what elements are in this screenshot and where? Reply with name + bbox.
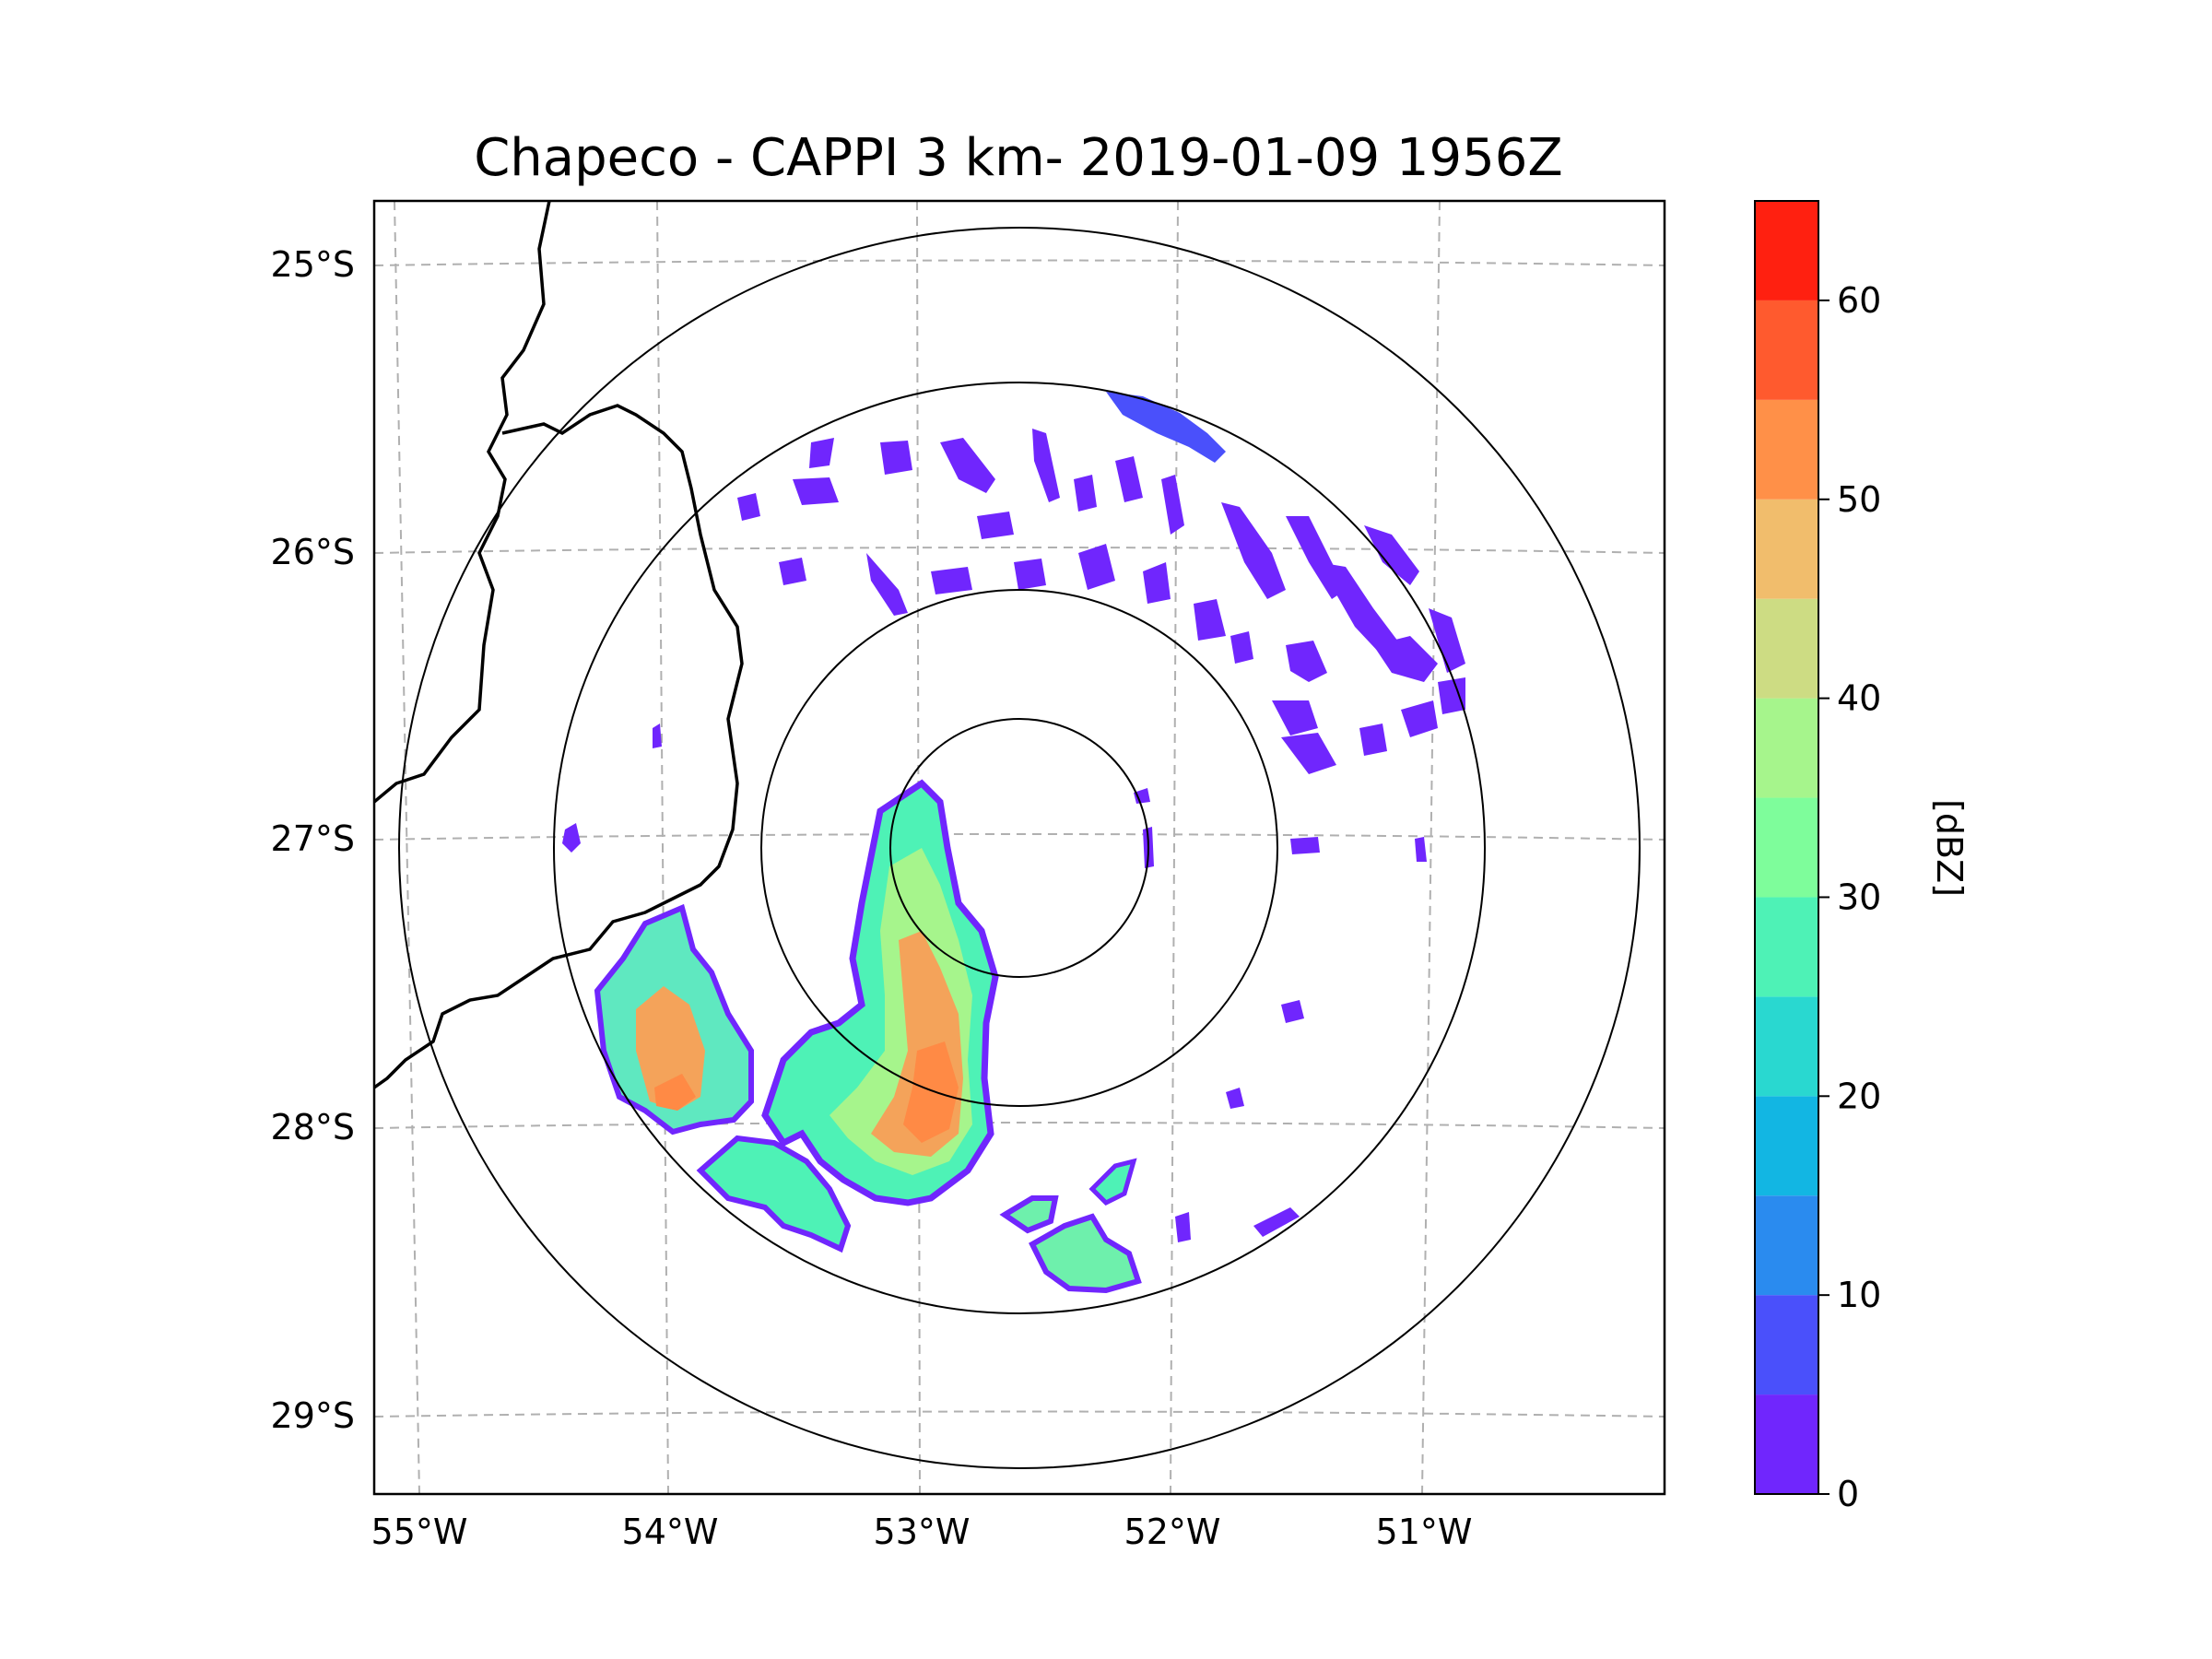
echo-sw-core bbox=[636, 986, 705, 1111]
lat-label-28s: 28°S bbox=[271, 1107, 355, 1147]
lon-labels: 55°W 54°W 53°W 52°W 51°W bbox=[371, 1512, 1473, 1552]
gridline-25s bbox=[374, 259, 1665, 266]
chart-title: Chapeco - CAPPI 3 km- 2019-01-09 1956Z bbox=[474, 128, 1563, 188]
echo-lower-band bbox=[696, 1135, 852, 1253]
colorbar-segments bbox=[1755, 201, 1818, 1494]
gridline-28s bbox=[374, 1122, 1665, 1129]
boundaries bbox=[374, 201, 744, 1089]
map-frame bbox=[372, 199, 1666, 1496]
colorbar-segment bbox=[1755, 598, 1818, 699]
gridline-51w bbox=[1421, 201, 1441, 1494]
lon-label-55w: 55°W bbox=[371, 1512, 468, 1552]
colorbar-tick-label: 0 bbox=[1837, 1474, 1859, 1514]
lon-label-52w: 52°W bbox=[1124, 1512, 1221, 1552]
colorbar-tick-label: 10 bbox=[1837, 1275, 1881, 1315]
range-ring-3 bbox=[553, 382, 1486, 1314]
lon-label-53w: 53°W bbox=[874, 1512, 971, 1552]
colorbar-segment bbox=[1755, 399, 1818, 500]
range-ring-4 bbox=[398, 227, 1641, 1469]
colorbar-tick-label: 40 bbox=[1837, 678, 1881, 719]
lat-label-26s: 26°S bbox=[271, 532, 355, 572]
radar-echoes bbox=[562, 392, 1465, 1294]
colorbar-segment bbox=[1755, 797, 1818, 898]
colorbar-tick-label: 60 bbox=[1837, 280, 1881, 321]
lat-label-29s: 29°S bbox=[271, 1395, 355, 1436]
range-rings bbox=[398, 227, 1641, 1469]
colorbar-frame bbox=[1754, 200, 1819, 1495]
gridline-52w bbox=[1170, 201, 1179, 1494]
colorbar-ticks: 0 10 20 30 40 50 60 bbox=[1818, 280, 1881, 1514]
lon-label-51w: 51°W bbox=[1376, 1512, 1473, 1552]
boundary-west bbox=[374, 201, 551, 804]
lat-label-27s: 27°S bbox=[271, 818, 355, 859]
gridline-26s bbox=[374, 547, 1665, 554]
echo-sw-core-2 bbox=[654, 1074, 696, 1111]
colorbar-label: [dBZ] bbox=[1929, 799, 1970, 897]
colorbar-segment bbox=[1755, 698, 1818, 798]
colorbar-tick-label: 20 bbox=[1837, 1076, 1881, 1116]
colorbar-segment bbox=[1755, 1295, 1818, 1395]
colorbar-segment bbox=[1755, 201, 1818, 300]
boundary-misiones bbox=[374, 404, 744, 1089]
gridline-29s bbox=[374, 1410, 1665, 1418]
gridline-55w bbox=[394, 201, 420, 1494]
echo-west-1 bbox=[562, 823, 581, 853]
echo-north-scatter bbox=[737, 392, 1465, 1242]
echo-central-core-2 bbox=[903, 1041, 959, 1143]
range-ring-2 bbox=[760, 589, 1278, 1107]
lat-label-25s: 25°S bbox=[271, 244, 355, 285]
colorbar-segment bbox=[1755, 897, 1818, 997]
colorbar: 0 10 20 30 40 50 60 [dBZ] bbox=[1754, 200, 1970, 1514]
colorbar-segment bbox=[1755, 1195, 1818, 1296]
colorbar-tick-label: 50 bbox=[1837, 479, 1881, 520]
echo-south-cell-3 bbox=[1088, 1158, 1137, 1206]
echo-south-cell-2 bbox=[1029, 1213, 1142, 1294]
gridline-54w bbox=[656, 201, 669, 1494]
colorbar-segment bbox=[1755, 1394, 1818, 1494]
colorbar-segment bbox=[1755, 1096, 1818, 1196]
colorbar-segment bbox=[1755, 300, 1818, 400]
colorbar-segment bbox=[1755, 996, 1818, 1097]
colorbar-tick-label: 30 bbox=[1837, 877, 1881, 917]
range-ring-1 bbox=[889, 718, 1149, 978]
lon-label-54w: 54°W bbox=[622, 1512, 719, 1552]
lat-labels: 25°S 26°S 27°S 28°S 29°S bbox=[271, 244, 355, 1436]
map-content bbox=[374, 201, 1665, 1494]
echo-west-2 bbox=[653, 724, 662, 748]
echo-south-cell-1 bbox=[999, 1195, 1059, 1234]
colorbar-segment bbox=[1755, 499, 1818, 599]
